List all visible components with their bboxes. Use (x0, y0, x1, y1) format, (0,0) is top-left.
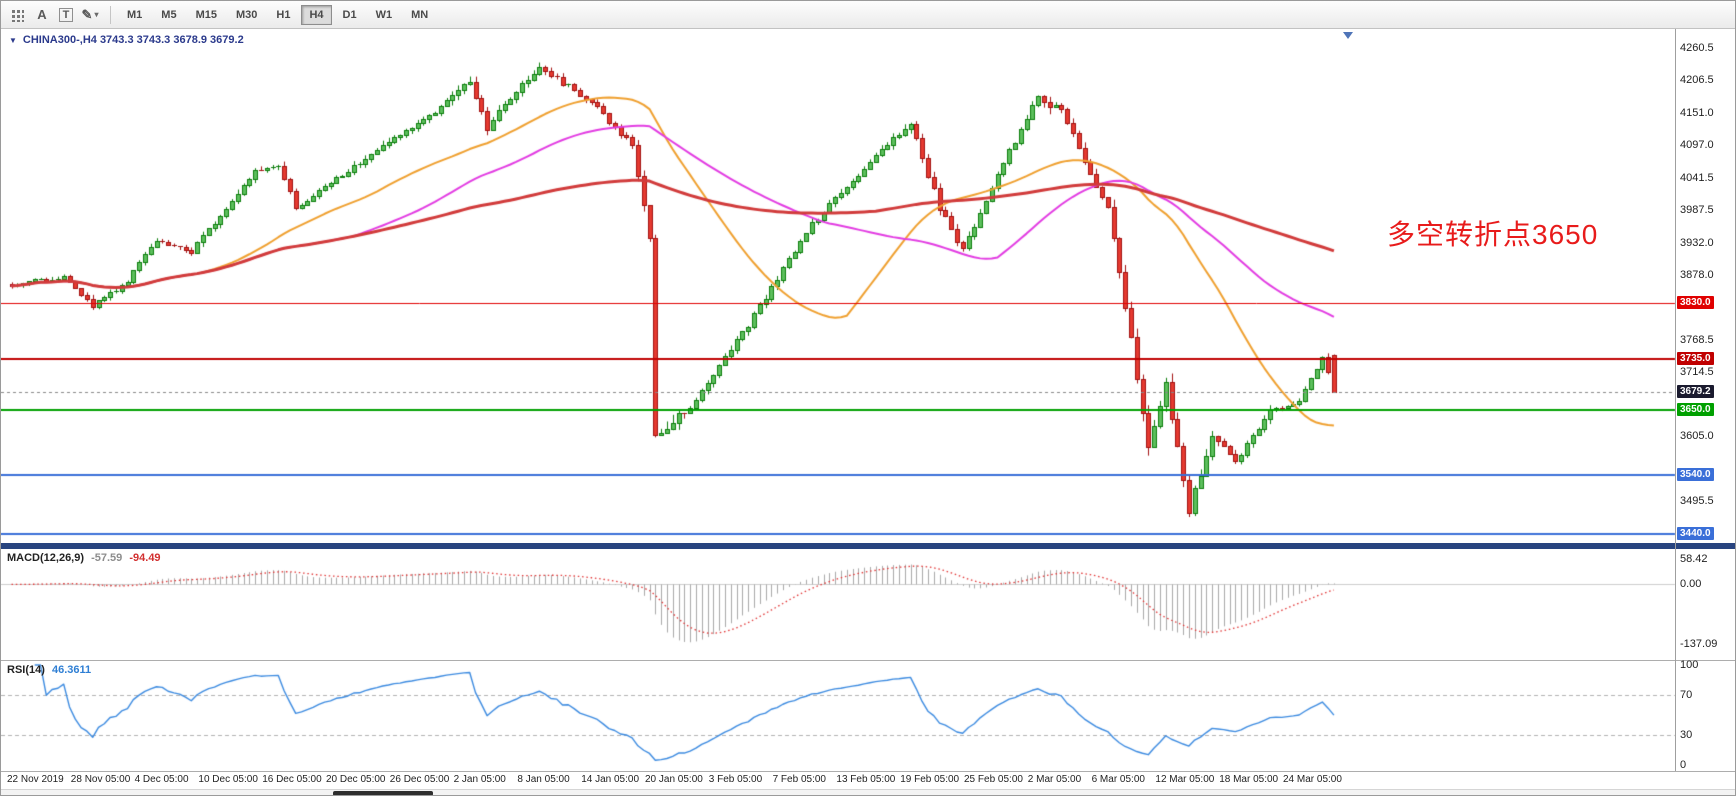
price-label: 3605.0 (1680, 430, 1714, 443)
timeframe-m15[interactable]: M15 (188, 5, 225, 25)
chart-grid-button[interactable] (6, 4, 30, 26)
rsi-value: 46.3611 (51, 664, 92, 676)
price-badge: 3440.0 (1677, 527, 1714, 541)
annotation-text: 多空转折点3650 (1387, 219, 1599, 250)
price-label: 4151.0 (1680, 107, 1714, 120)
panel-divider (1, 771, 1735, 772)
time-label: 16 Dec 05:00 (262, 774, 322, 785)
rsi-canvas[interactable] (1, 661, 1735, 771)
price-label: 3714.5 (1680, 365, 1714, 378)
price-label: 3495.5 (1680, 495, 1714, 508)
price-label: 4097.0 (1680, 139, 1714, 152)
rsi-title: RSI(14) (7, 664, 45, 676)
price-label: 0 (1680, 759, 1687, 771)
time-label: 28 Nov 05:00 (70, 774, 131, 785)
price-label: 70 (1680, 689, 1693, 701)
chart-ohlc-text: CHINA300-,H4 3743.3 3743.3 3678.9 3679.2 (22, 34, 244, 46)
scrollbar-thumb[interactable] (333, 791, 433, 795)
timeframe-h4[interactable]: H4 (301, 4, 332, 25)
chart-shift-marker[interactable] (1343, 32, 1353, 39)
panel-divider (1, 660, 1735, 661)
price-label: 3987.5 (1680, 203, 1714, 216)
time-label: 22 Nov 2019 (7, 774, 64, 785)
price-badge: 3679.2 (1677, 385, 1714, 399)
time-label: 20 Dec 05:00 (326, 774, 386, 785)
time-label: 4 Dec 05:00 (134, 774, 189, 785)
price-label: -137.09 (1680, 637, 1718, 650)
price-label: 3932.0 (1680, 236, 1714, 249)
timeframe-group: M1 M5 M15 M30 H1 H4 D1 W1 MN (119, 4, 436, 25)
time-label: 2 Mar 05:00 (1027, 774, 1082, 785)
time-label: 24 Mar 05:00 (1283, 774, 1342, 785)
time-label: 18 Mar 05:00 (1219, 774, 1279, 785)
chevron-down-icon: ▾ (94, 10, 99, 19)
grid-icon (12, 9, 24, 22)
price-label: 100 (1680, 659, 1699, 671)
time-label: 2 Jan 05:00 (453, 774, 506, 785)
price-badge: 3735.0 (1677, 352, 1714, 366)
macd-panel-label: MACD(12,26,9) -57.59 -94.49 (7, 552, 161, 564)
price-badge: 3830.0 (1677, 296, 1714, 310)
timeframe-m5[interactable]: M5 (153, 5, 184, 25)
horizontal-scrollbar[interactable] (1, 789, 1735, 795)
price-label: 3768.5 (1680, 333, 1714, 346)
price-label: 58.42 (1680, 553, 1708, 566)
time-label: 19 Feb 05:00 (900, 774, 960, 785)
time-label: 10 Dec 05:00 (198, 774, 258, 785)
timeframe-d1[interactable]: D1 (335, 5, 365, 25)
price-label: 4041.5 (1680, 171, 1714, 184)
chart-header: ▼ CHINA300-,H4 3743.3 3743.3 3678.9 3679… (9, 34, 244, 46)
price-label: 30 (1680, 729, 1693, 741)
pencil-icon: ✎ (81, 6, 93, 22)
price-label: 4206.5 (1680, 74, 1714, 87)
price-label: 4260.5 (1680, 42, 1714, 55)
timeframe-m1[interactable]: M1 (119, 5, 150, 25)
collapse-arrow-icon[interactable]: ▼ (9, 35, 17, 45)
price-axis-line (1675, 29, 1676, 771)
price-badge: 3540.0 (1677, 467, 1714, 481)
time-label: 14 Jan 05:00 (581, 774, 640, 785)
price-label: 0.00 (1680, 578, 1702, 591)
time-label: 13 Feb 05:00 (836, 774, 896, 785)
text-label-button[interactable]: A (30, 4, 54, 26)
time-label: 12 Mar 05:00 (1155, 774, 1215, 785)
timeframe-h1[interactable]: H1 (268, 5, 298, 25)
timeframe-w1[interactable]: W1 (368, 5, 401, 25)
draw-tools-button[interactable]: ✎ ▾ (78, 4, 102, 26)
timeframe-m30[interactable]: M30 (228, 5, 265, 25)
time-label: 8 Jan 05:00 (517, 774, 570, 785)
time-label: 20 Jan 05:00 (645, 774, 703, 785)
text-tool-label: T (58, 7, 74, 22)
macd-signal-value: -94.49 (129, 552, 161, 564)
time-label: 25 Feb 05:00 (964, 774, 1023, 785)
price-badge: 3650.0 (1677, 402, 1714, 416)
text-tool-button[interactable]: T (54, 4, 78, 26)
time-label: 7 Feb 05:00 (772, 774, 826, 785)
toolbar-separator (110, 5, 111, 24)
macd-main-value: -57.59 (91, 552, 123, 564)
macd-title: MACD(12,26,9) (7, 552, 85, 564)
rsi-panel-label: RSI(14) 46.3611 (7, 664, 91, 676)
toolbar: A T ✎ ▾ M1 M5 M15 M30 H1 H4 D1 W1 MN (1, 1, 1735, 29)
time-label: 3 Feb 05:00 (708, 774, 763, 785)
timeframe-mn[interactable]: MN (403, 5, 436, 25)
time-label: 26 Dec 05:00 (389, 774, 450, 785)
window-separator[interactable] (1, 543, 1735, 549)
price-label: 3878.0 (1680, 268, 1714, 281)
candlestick-canvas[interactable] (1, 29, 1735, 543)
time-label: 6 Mar 05:00 (1091, 774, 1145, 785)
macd-canvas[interactable] (1, 549, 1735, 660)
